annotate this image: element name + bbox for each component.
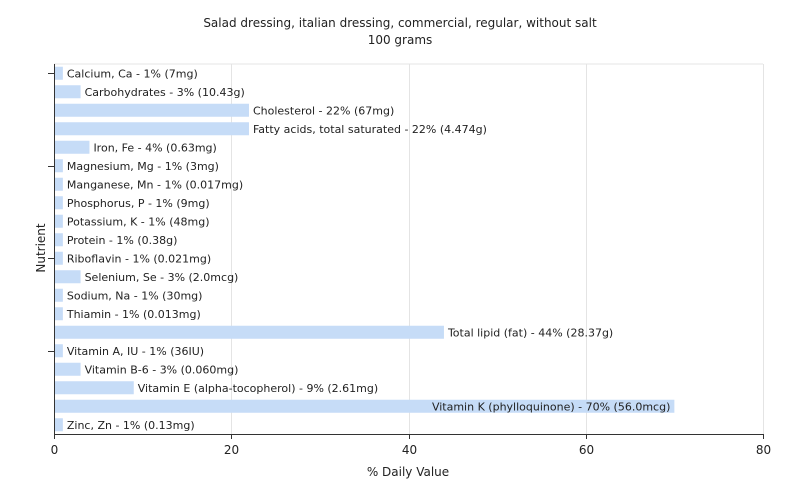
bar	[54, 103, 249, 117]
bar	[54, 122, 249, 136]
bar-label: Thiamin - 1% (0.013mg)	[66, 308, 201, 321]
bar	[54, 399, 675, 413]
x-tick-label: 80	[756, 443, 771, 457]
bar	[54, 362, 81, 376]
bar	[54, 196, 63, 210]
bar-label: Vitamin E (alpha-tocopherol) - 9% (2.61m…	[138, 382, 378, 395]
bar	[54, 418, 63, 432]
bar-label: Cholesterol - 22% (67mg)	[253, 104, 394, 117]
bar-label: Zinc, Zn - 1% (0.13mg)	[67, 419, 195, 432]
y-axis-label: Nutrient	[34, 223, 48, 273]
bar-label: Vitamin K (phylloquinone) - 70% (56.0mcg…	[432, 400, 670, 413]
bar	[54, 307, 63, 321]
bar	[54, 344, 63, 358]
gridlines	[54, 63, 764, 434]
bar-label: Potassium, K - 1% (48mg)	[67, 215, 210, 228]
bar	[54, 140, 90, 154]
bar	[54, 288, 63, 302]
bar-label: Magnesium, Mg - 1% (3mg)	[67, 160, 219, 173]
x-tick-label: 0	[51, 443, 59, 457]
bar	[54, 270, 81, 284]
bar-label: Selenium, Se - 3% (2.0mcg)	[85, 271, 239, 284]
bar-label: Riboflavin - 1% (0.021mg)	[67, 252, 211, 265]
axes: 0 20 40 60 80	[48, 64, 771, 457]
bar	[54, 233, 63, 247]
bars: Calcium, Ca - 1% (7mg) Carbohydrates - 3%…	[54, 66, 675, 432]
bar-label: Iron, Fe - 4% (0.63mg)	[93, 141, 216, 154]
bar-label: Protein - 1% (0.38g)	[67, 234, 178, 247]
x-tick-label: 40	[402, 443, 417, 457]
bar	[54, 381, 134, 395]
bar-label: Calcium, Ca - 1% (7mg)	[67, 67, 198, 80]
bar-label: Carbohydrates - 3% (10.43g)	[85, 86, 245, 99]
bar-label: Fatty acids, total saturated - 22% (4.47…	[253, 123, 487, 136]
bar-label: Vitamin A, IU - 1% (36IU)	[67, 345, 204, 358]
bar	[54, 251, 63, 265]
bar	[54, 159, 63, 173]
chart-title: Salad dressing, italian dressing, commer…	[203, 16, 597, 30]
bar	[54, 214, 63, 228]
bar	[54, 325, 444, 339]
x-axis-label: % Daily Value	[367, 465, 449, 479]
bar	[54, 66, 63, 80]
chart-subtitle: 100 grams	[368, 33, 433, 47]
x-tick-label: 60	[579, 443, 594, 457]
bar-label: Phosphorus, P - 1% (9mg)	[67, 197, 210, 210]
bar	[54, 177, 63, 191]
x-tick-label: 20	[224, 443, 239, 457]
bar-label: Sodium, Na - 1% (30mg)	[67, 289, 203, 302]
bar-label: Vitamin B-6 - 3% (0.060mg)	[85, 363, 239, 376]
bar	[54, 85, 81, 99]
bar-label: Manganese, Mn - 1% (0.017mg)	[67, 178, 243, 191]
bar-label: Total lipid (fat) - 44% (28.37g)	[447, 326, 613, 339]
